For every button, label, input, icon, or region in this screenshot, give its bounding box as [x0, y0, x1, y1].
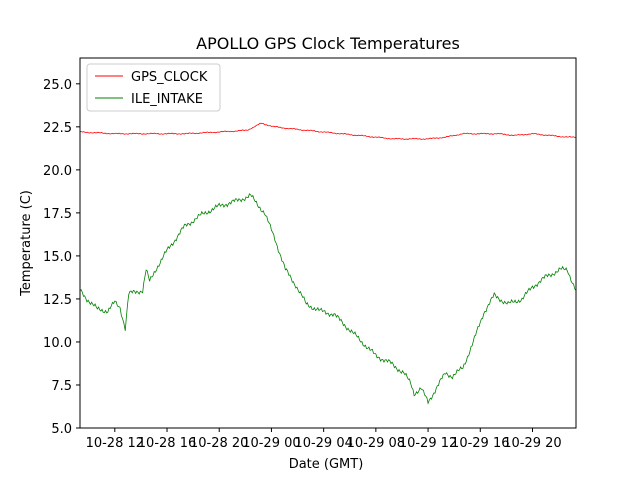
y-axis: 5.0 7.5 10.0 12.5 15.0 17.5 20.0 22.5 25.0 — [43, 78, 80, 437]
y-axis-label: Temperature (C) — [19, 190, 34, 297]
x-tick-label: 10-29 04 — [294, 436, 352, 451]
x-tick-label: 10-28 12 — [86, 436, 144, 451]
series-layer — [80, 122, 576, 405]
legend-label-gps-clock: GPS_CLOCK — [131, 70, 208, 85]
x-tick-label: 10-28 20 — [190, 436, 248, 451]
y-tick-label: 20.0 — [43, 164, 72, 179]
x-tick-label: 10-29 00 — [242, 436, 300, 451]
y-tick-label: 7.5 — [51, 379, 72, 394]
y-tick-label: 25.0 — [43, 78, 72, 93]
y-tick-label: 22.5 — [43, 121, 72, 136]
series-line-ile-intake — [80, 193, 576, 405]
x-tick-label: 10-29 12 — [399, 436, 457, 451]
legend: GPS_CLOCK ILE_INTAKE — [86, 63, 221, 112]
y-tick-label: 17.5 — [43, 207, 72, 222]
x-tick-label: 10-29 16 — [451, 436, 509, 451]
x-tick-label: 10-29 08 — [347, 436, 405, 451]
x-axis-label: Date (GMT) — [289, 457, 364, 472]
series-line-gps-clock — [80, 122, 576, 140]
y-tick-label: 12.5 — [43, 293, 72, 308]
y-tick-label: 5.0 — [51, 422, 72, 437]
x-tick-label: 10-29 20 — [503, 436, 561, 451]
y-tick-label: 10.0 — [43, 336, 72, 351]
y-tick-label: 15.0 — [43, 250, 72, 265]
legend-label-ile-intake: ILE_INTAKE — [131, 92, 203, 107]
x-tick-label: 10-28 16 — [138, 436, 196, 451]
plot-frame — [79, 57, 577, 429]
chart-title: APOLLO GPS Clock Temperatures — [196, 34, 460, 53]
